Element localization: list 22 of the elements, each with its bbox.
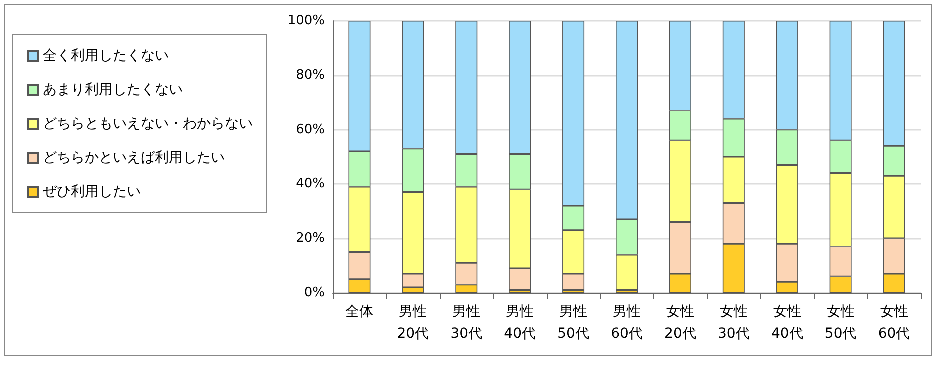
y-tick-label: 60% [296,122,325,138]
legend-label: どちらかといえば利用したい [43,150,225,166]
x-tick-label: 女性 50代 [824,304,857,342]
y-tick-label: 80% [296,68,325,83]
legend-label: 全く利用したくない [43,48,169,64]
y-tick-label: 100% [288,14,325,28]
x-tick-label: 男性 40代 [504,304,536,342]
x-tick-label: 男性 50代 [558,304,590,342]
x-tick-label: 女性 40代 [771,304,804,342]
x-tick-label: 男性 20代 [397,304,430,342]
legend-label: あまり利用したくない [43,82,183,98]
x-tick-label: 女性 60代 [878,304,910,342]
legend-label: ぜひ利用したい [43,184,141,200]
x-tick-label: 女性 20代 [664,304,696,342]
y-tick-label: 40% [296,176,325,192]
x-tick-label: 全体 [346,304,374,320]
legend-label: どちらともいえない・わからない [43,116,253,132]
x-tick-label: 男性 30代 [450,304,483,342]
x-tick-label: 女性 30代 [718,304,750,342]
y-tick-label: 20% [296,231,325,246]
y-tick-label: 0% [304,286,325,300]
x-tick-label: 男性 60代 [611,304,643,342]
